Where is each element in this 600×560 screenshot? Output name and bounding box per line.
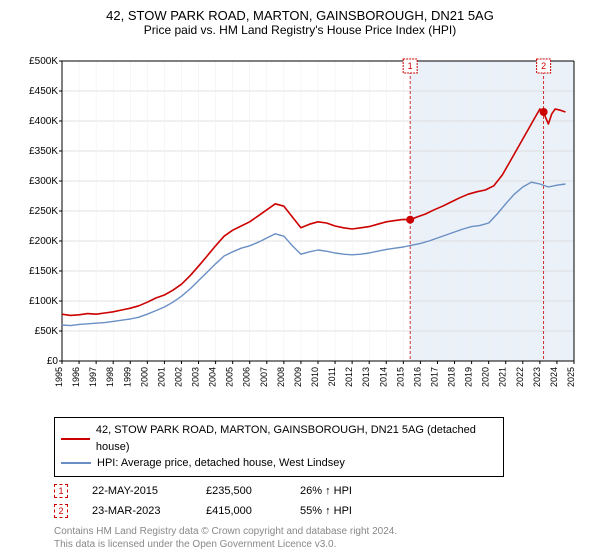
svg-text:2014: 2014 — [378, 367, 388, 387]
svg-text:2023: 2023 — [532, 367, 542, 387]
svg-text:2025: 2025 — [566, 367, 576, 387]
legend-swatch-hpi — [61, 462, 91, 464]
svg-text:2007: 2007 — [259, 367, 269, 387]
sale-1-date: 22-MAY-2015 — [92, 485, 182, 497]
svg-text:£0: £0 — [47, 356, 59, 367]
svg-text:£500K: £500K — [29, 56, 58, 67]
svg-text:£350K: £350K — [29, 146, 58, 157]
legend-swatch-price-paid — [61, 438, 90, 440]
sale-events: 1 22-MAY-2015 £235,500 26% ↑ HPI 2 23-MA… — [54, 481, 586, 521]
svg-text:£200K: £200K — [29, 236, 58, 247]
svg-text:2: 2 — [541, 61, 546, 71]
sale-marker-1-num: 1 — [58, 486, 63, 496]
svg-text:2006: 2006 — [242, 367, 252, 387]
svg-text:£150K: £150K — [29, 266, 58, 277]
svg-text:1997: 1997 — [88, 367, 98, 387]
svg-text:2004: 2004 — [208, 367, 218, 387]
svg-text:£450K: £450K — [29, 86, 58, 97]
sale-2-price: £415,000 — [206, 505, 276, 517]
svg-text:2008: 2008 — [276, 367, 286, 387]
legend-label-hpi: HPI: Average price, detached house, West… — [97, 455, 345, 472]
sale-marker-1: 1 — [54, 484, 68, 498]
svg-text:2012: 2012 — [344, 367, 354, 387]
sale-marker-2: 2 — [54, 504, 68, 518]
svg-text:2000: 2000 — [139, 367, 149, 387]
svg-text:1996: 1996 — [71, 367, 81, 387]
sale-1-price: £235,500 — [206, 485, 276, 497]
svg-text:2010: 2010 — [310, 367, 320, 387]
svg-text:£300K: £300K — [29, 176, 58, 187]
svg-text:2001: 2001 — [156, 367, 166, 387]
chart-title: 42, STOW PARK ROAD, MARTON, GAINSBOROUGH… — [14, 8, 586, 23]
sale-2-date: 23-MAR-2023 — [92, 505, 182, 517]
footer-line-2: This data is licensed under the Open Gov… — [54, 538, 586, 551]
svg-text:2003: 2003 — [191, 367, 201, 387]
svg-text:2015: 2015 — [395, 367, 405, 387]
svg-text:2024: 2024 — [549, 367, 559, 387]
svg-text:2002: 2002 — [173, 367, 183, 387]
svg-text:1: 1 — [408, 61, 413, 71]
legend-row-price-paid: 42, STOW PARK ROAD, MARTON, GAINSBOROUGH… — [61, 422, 497, 455]
svg-text:2016: 2016 — [412, 367, 422, 387]
svg-text:£50K: £50K — [35, 326, 59, 337]
svg-text:£250K: £250K — [29, 206, 58, 217]
sale-row-1: 1 22-MAY-2015 £235,500 26% ↑ HPI — [54, 481, 586, 501]
svg-text:2005: 2005 — [225, 367, 235, 387]
sale-2-delta: 55% ↑ HPI — [300, 505, 352, 517]
chart-subtitle: Price paid vs. HM Land Registry's House … — [14, 23, 586, 37]
chart-container: 42, STOW PARK ROAD, MARTON, GAINSBOROUGH… — [0, 0, 600, 557]
footer-note: Contains HM Land Registry data © Crown c… — [54, 525, 586, 551]
svg-text:2018: 2018 — [447, 367, 457, 387]
chart-plot-area: £0 £50K £100K £150K £200K £250K £300K £350K £400… — [14, 41, 586, 411]
sale-marker-2-num: 2 — [58, 506, 63, 516]
svg-text:2020: 2020 — [481, 367, 491, 387]
svg-text:2017: 2017 — [429, 367, 439, 387]
svg-text:£400K: £400K — [29, 116, 58, 127]
svg-text:1999: 1999 — [122, 367, 132, 387]
legend-box: 42, STOW PARK ROAD, MARTON, GAINSBOROUGH… — [54, 417, 504, 477]
svg-text:1998: 1998 — [105, 367, 115, 387]
svg-text:2009: 2009 — [293, 367, 303, 387]
sale-1-delta: 26% ↑ HPI — [300, 485, 352, 497]
svg-text:2022: 2022 — [515, 367, 525, 387]
svg-text:2011: 2011 — [327, 367, 337, 386]
legend-label-price-paid: 42, STOW PARK ROAD, MARTON, GAINSBOROUGH… — [96, 422, 497, 455]
svg-text:2021: 2021 — [498, 367, 508, 387]
svg-text:2019: 2019 — [464, 367, 474, 387]
svg-text:1995: 1995 — [54, 367, 64, 387]
sale-row-2: 2 23-MAR-2023 £415,000 55% ↑ HPI — [54, 501, 586, 521]
chart-svg: £0 £50K £100K £150K £200K £250K £300K £350K £400… — [14, 41, 586, 411]
legend-row-hpi: HPI: Average price, detached house, West… — [61, 455, 497, 472]
svg-text:£100K: £100K — [29, 296, 58, 307]
svg-text:2013: 2013 — [361, 367, 371, 387]
footer-line-1: Contains HM Land Registry data © Crown c… — [54, 525, 586, 538]
